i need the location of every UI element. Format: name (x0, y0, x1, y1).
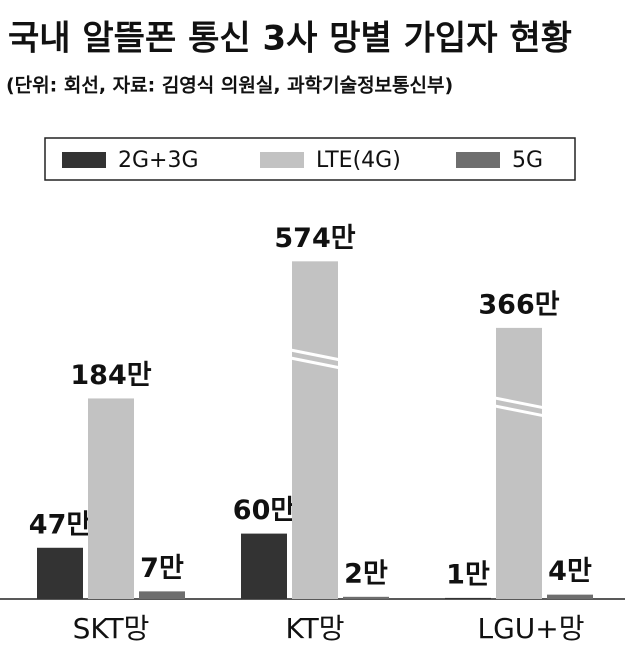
bar (139, 591, 185, 599)
legend-swatch (456, 152, 500, 168)
value-label: 366만 (478, 289, 559, 320)
bar (547, 594, 593, 599)
bar (343, 596, 389, 599)
legend-label: 5G (512, 148, 543, 173)
bar (292, 261, 338, 599)
bar (496, 327, 542, 599)
bar (241, 533, 287, 599)
legend-label: LTE(4G) (316, 148, 401, 173)
value-label: 7만 (140, 553, 184, 584)
axis-break (289, 348, 341, 370)
value-label: 1만 (446, 559, 490, 590)
bar (88, 398, 134, 599)
bar (445, 597, 491, 599)
value-label: 60만 (233, 495, 296, 526)
legend-box (44, 137, 576, 181)
x-tick-label: SKT망 (73, 612, 150, 645)
x-tick-label: KT망 (285, 612, 344, 645)
value-label: 4만 (548, 556, 592, 587)
chart-subtitle: (단위: 회선, 자료: 김영식 의원실, 과학기술정보통신부) (6, 75, 453, 97)
value-label: 184만 (70, 360, 151, 391)
legend-swatch (62, 152, 106, 168)
x-tick-label: LGU+망 (477, 612, 584, 645)
legend-swatch (260, 152, 304, 168)
value-label: 47만 (29, 509, 92, 540)
legend-label: 2G+3G (118, 148, 199, 173)
chart-title: 국내 알뜰폰 통신 3사 망별 가입자 현황 (8, 19, 572, 59)
value-label: 574만 (274, 223, 355, 254)
value-label: 2만 (344, 558, 388, 589)
axis-break (493, 396, 545, 418)
bar (37, 547, 83, 599)
